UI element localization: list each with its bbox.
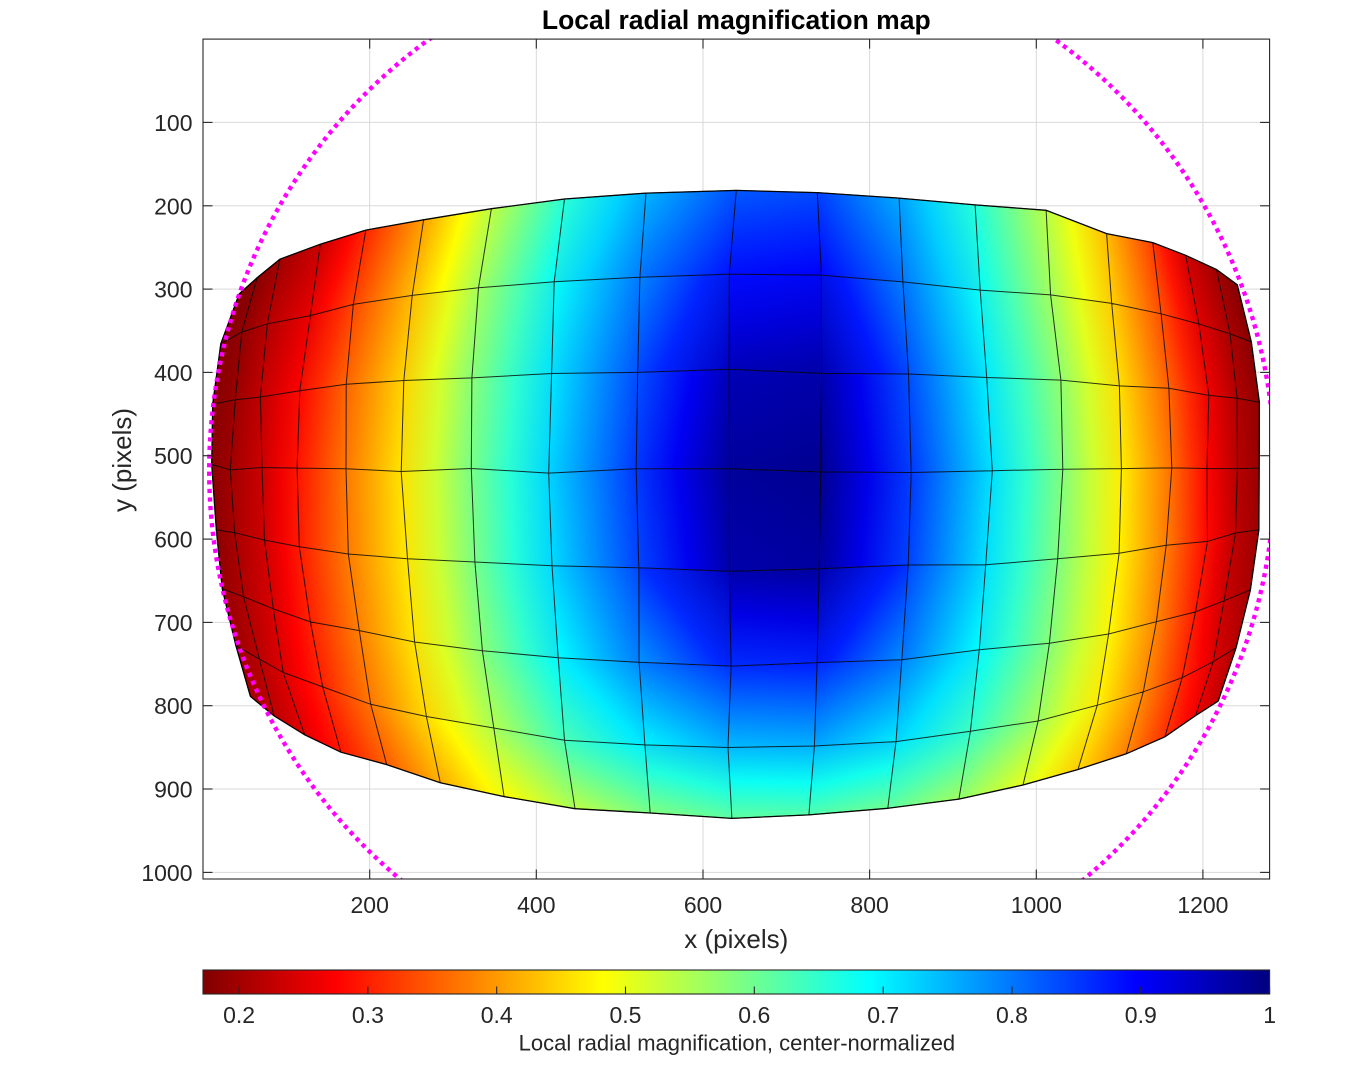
svg-text:0.6: 0.6 bbox=[738, 1002, 770, 1028]
svg-text:600: 600 bbox=[684, 892, 722, 918]
svg-text:0.8: 0.8 bbox=[996, 1002, 1028, 1028]
svg-text:500: 500 bbox=[154, 443, 192, 469]
svg-text:900: 900 bbox=[154, 777, 192, 803]
svg-text:0.9: 0.9 bbox=[1125, 1002, 1157, 1028]
svg-text:0.4: 0.4 bbox=[481, 1002, 513, 1028]
svg-text:Local radial magnification map: Local radial magnification map bbox=[542, 5, 931, 35]
svg-text:1000: 1000 bbox=[141, 860, 192, 886]
svg-text:400: 400 bbox=[154, 360, 192, 386]
svg-text:x (pixels): x (pixels) bbox=[684, 924, 788, 954]
svg-text:400: 400 bbox=[517, 892, 555, 918]
svg-text:200: 200 bbox=[154, 193, 192, 219]
svg-text:0.5: 0.5 bbox=[610, 1002, 642, 1028]
svg-text:700: 700 bbox=[154, 610, 192, 636]
svg-text:800: 800 bbox=[850, 892, 888, 918]
svg-text:600: 600 bbox=[154, 527, 192, 553]
svg-text:300: 300 bbox=[154, 277, 192, 303]
svg-text:1: 1 bbox=[1263, 1002, 1276, 1028]
svg-text:200: 200 bbox=[351, 892, 389, 918]
svg-text:0.2: 0.2 bbox=[223, 1002, 255, 1028]
svg-text:0.7: 0.7 bbox=[867, 1002, 899, 1028]
svg-text:1000: 1000 bbox=[1011, 892, 1062, 918]
svg-text:Local radial magnification, ce: Local radial magnification, center-norma… bbox=[519, 1031, 956, 1056]
svg-text:0.3: 0.3 bbox=[352, 1002, 384, 1028]
svg-text:y (pixels): y (pixels) bbox=[107, 408, 137, 512]
svg-text:100: 100 bbox=[154, 110, 192, 136]
svg-text:800: 800 bbox=[154, 693, 192, 719]
svg-text:1200: 1200 bbox=[1177, 892, 1228, 918]
